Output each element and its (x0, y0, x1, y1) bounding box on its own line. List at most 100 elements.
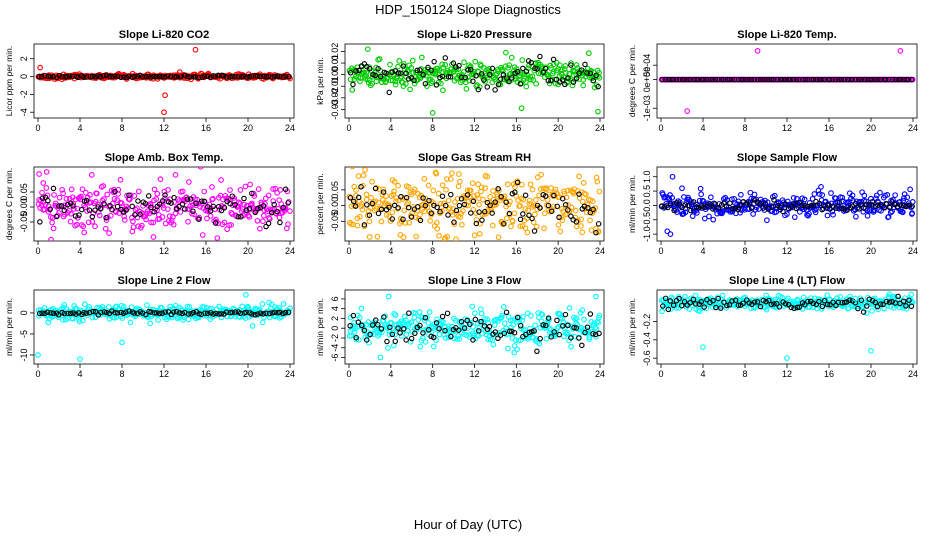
slope-point (419, 335, 426, 341)
outlier-point (192, 46, 199, 53)
mean-point (373, 317, 379, 323)
mean-point (420, 195, 426, 201)
mean-point (223, 309, 230, 315)
mean-point (757, 76, 764, 83)
mean-point (796, 76, 802, 83)
x-tick-label: 24 (908, 123, 918, 133)
slope-point (41, 305, 48, 311)
slope-point (457, 214, 464, 220)
mean-point (148, 74, 154, 80)
mean-point (687, 76, 694, 83)
x-tick-label: 8 (119, 246, 124, 256)
mean-point (76, 212, 82, 218)
slope-point (262, 195, 269, 202)
slope-point (67, 218, 74, 225)
mean-point (729, 206, 736, 212)
slope-point (706, 213, 712, 220)
mean-point (886, 299, 893, 305)
slope-point (497, 81, 504, 88)
mean-point (751, 76, 758, 83)
mean-point (72, 213, 79, 219)
mean-point (866, 202, 873, 208)
slope-point (201, 188, 208, 195)
mean-point (701, 76, 707, 83)
mean-point (417, 67, 423, 73)
x-tick-label: 16 (511, 369, 521, 379)
x-tick-label: 8 (742, 123, 747, 133)
slope-point (274, 189, 280, 196)
slope-point (480, 196, 486, 203)
mean-point (366, 212, 373, 218)
slope-point (453, 317, 459, 324)
mean-point (375, 65, 381, 72)
slope-point (389, 209, 396, 216)
x-tick-label: 12 (782, 369, 792, 379)
mean-point (461, 201, 468, 208)
mean-point (464, 317, 470, 324)
slope-point (531, 211, 538, 218)
y-tick-label: -10 (19, 348, 29, 361)
slope-point (436, 232, 442, 239)
mean-point (595, 221, 602, 227)
slope-point (186, 179, 192, 185)
mean-point (408, 335, 415, 342)
slope-point (105, 304, 112, 310)
slope-point (147, 202, 154, 208)
mean-point (190, 74, 197, 80)
mean-point (830, 76, 836, 83)
mean-point (670, 302, 677, 308)
y-tick-label: 0 (19, 310, 29, 315)
mean-point (743, 76, 749, 83)
mean-point (531, 328, 537, 334)
mean-point (367, 65, 373, 72)
mean-point (202, 310, 208, 316)
mean-point (436, 325, 442, 332)
mean-point (437, 209, 443, 215)
slope-point (861, 192, 868, 199)
mean-point (529, 215, 535, 222)
mean-point (356, 67, 362, 74)
mean-point (763, 298, 769, 305)
x-tick-label: 16 (511, 123, 521, 133)
slope-point (586, 50, 592, 57)
slope-point (49, 219, 55, 226)
slope-point (78, 222, 85, 228)
mean-point (235, 213, 241, 220)
slope-point (435, 190, 442, 197)
slope-point (790, 194, 797, 201)
slope-point (348, 333, 355, 339)
mean-point (545, 315, 552, 321)
mean-point (285, 309, 292, 316)
slope-point (403, 80, 409, 87)
mean-point (433, 320, 440, 326)
outlier-point (679, 185, 685, 192)
mean-point (109, 206, 115, 213)
outlier-point (351, 183, 358, 190)
mean-point (37, 219, 43, 225)
mean-point (596, 330, 602, 337)
y-axis-label: percent per min. (315, 173, 325, 234)
slope-point (430, 187, 437, 194)
slope-point (385, 345, 391, 351)
mean-point (277, 73, 283, 79)
mean-point (204, 310, 211, 317)
mean-point (227, 74, 233, 80)
slope-point (540, 160, 545, 165)
slope-point (120, 303, 127, 310)
outlier-point (385, 293, 392, 300)
mean-point (568, 335, 574, 341)
outlier-point (700, 344, 706, 351)
mean-point (492, 329, 499, 335)
mean-point (282, 309, 289, 316)
y-axis-label: kPa per min. (315, 57, 325, 105)
slope-point (237, 187, 244, 193)
mean-point (780, 76, 786, 83)
slope-point (465, 74, 471, 81)
mean-point (48, 310, 54, 316)
slope-point (499, 312, 505, 319)
slope-point (380, 186, 387, 193)
slope-point (39, 189, 45, 196)
mean-point (869, 76, 875, 83)
data-points (346, 46, 603, 116)
slope-point (166, 213, 173, 219)
